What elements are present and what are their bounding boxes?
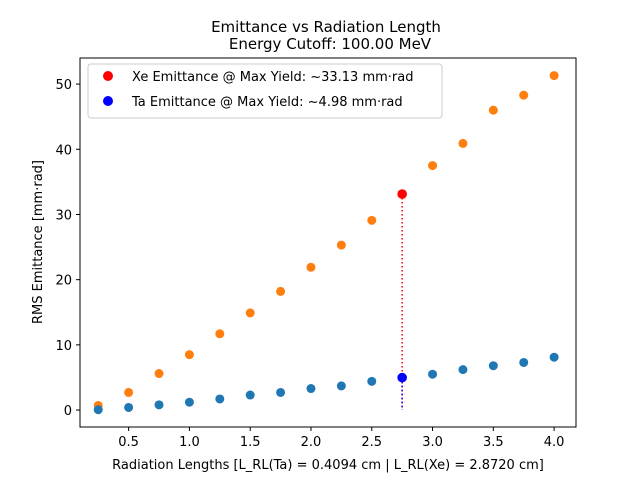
- point-xe-3: [184, 350, 194, 360]
- point-ta-6: [276, 387, 286, 397]
- point-xe-1: [124, 387, 134, 397]
- point-xe-13: [519, 90, 529, 100]
- chart-subtitle: Energy Cutoff: 100.00 MeV: [229, 35, 432, 53]
- x-tick-label-1: 1.0: [179, 435, 200, 450]
- y-tick-label-2: 20: [55, 274, 72, 289]
- point-ta-9: [367, 376, 377, 386]
- point-ta-5: [245, 390, 255, 400]
- x-tick-label-5: 3.0: [422, 435, 443, 450]
- point-ta-13: [519, 357, 529, 367]
- legend-label-xe: Xe Emittance @ Max Yield: ~33.13 mm·rad: [132, 70, 414, 85]
- y-tick-label-1: 10: [55, 339, 72, 354]
- point-ta-14: [549, 352, 559, 362]
- plot-frame: [79, 57, 577, 428]
- point-ta-11: [458, 365, 468, 375]
- y-tick-label-0: 0: [64, 404, 72, 419]
- point-ta-2: [154, 400, 164, 410]
- x-tick-label-7: 4.0: [544, 435, 565, 450]
- x-tick-label-4: 2.5: [361, 435, 382, 450]
- x-axis-label: Radiation Lengths [L_RL(Ta) = 0.4094 cm …: [112, 458, 544, 473]
- point-xe-8: [336, 240, 346, 250]
- point-xe-5: [245, 308, 255, 318]
- point-xe-4: [215, 329, 225, 339]
- point-xe-9: [367, 215, 377, 225]
- point-ta-12: [488, 361, 498, 371]
- legend: Xe Emittance @ Max Yield: ~33.13 mm·rad …: [87, 63, 443, 119]
- chart-title: Emittance vs Radiation Length: [211, 18, 441, 36]
- point-ta-0: [93, 405, 103, 415]
- point-xe-2: [154, 369, 164, 379]
- legend-label-ta: Ta Emittance @ Max Yield: ~4.98 mm·rad: [131, 95, 403, 110]
- point-ta-7: [306, 384, 316, 394]
- point-xe-14: [549, 71, 559, 81]
- point-ta-4: [215, 394, 225, 404]
- x-tick-label-0: 0.5: [118, 435, 139, 450]
- point-xe-7: [306, 262, 316, 272]
- max-yield-point-0: [397, 189, 407, 199]
- point-xe-12: [488, 105, 498, 115]
- y-axis-label: RMS Emittance [mm·rad]: [31, 160, 46, 324]
- point-xe-6: [276, 286, 286, 296]
- point-ta-3: [184, 397, 194, 407]
- max-yield-point-1: [397, 372, 407, 383]
- legend-box: [87, 63, 443, 119]
- y-tick-label-5: 50: [55, 78, 72, 93]
- x-tick-label-6: 3.5: [483, 435, 504, 450]
- x-tick-label-3: 2.0: [301, 435, 322, 450]
- point-ta-1: [124, 402, 134, 412]
- point-ta-10: [428, 369, 438, 379]
- x-tick-label-2: 1.5: [240, 435, 261, 450]
- point-ta-8: [336, 381, 346, 391]
- y-tick-label-3: 30: [55, 208, 72, 223]
- point-xe-10: [428, 161, 438, 171]
- point-xe-11: [458, 138, 468, 148]
- legend-marker-xe: [103, 71, 113, 81]
- legend-marker-ta: [103, 96, 113, 106]
- y-tick-label-4: 40: [55, 143, 72, 158]
